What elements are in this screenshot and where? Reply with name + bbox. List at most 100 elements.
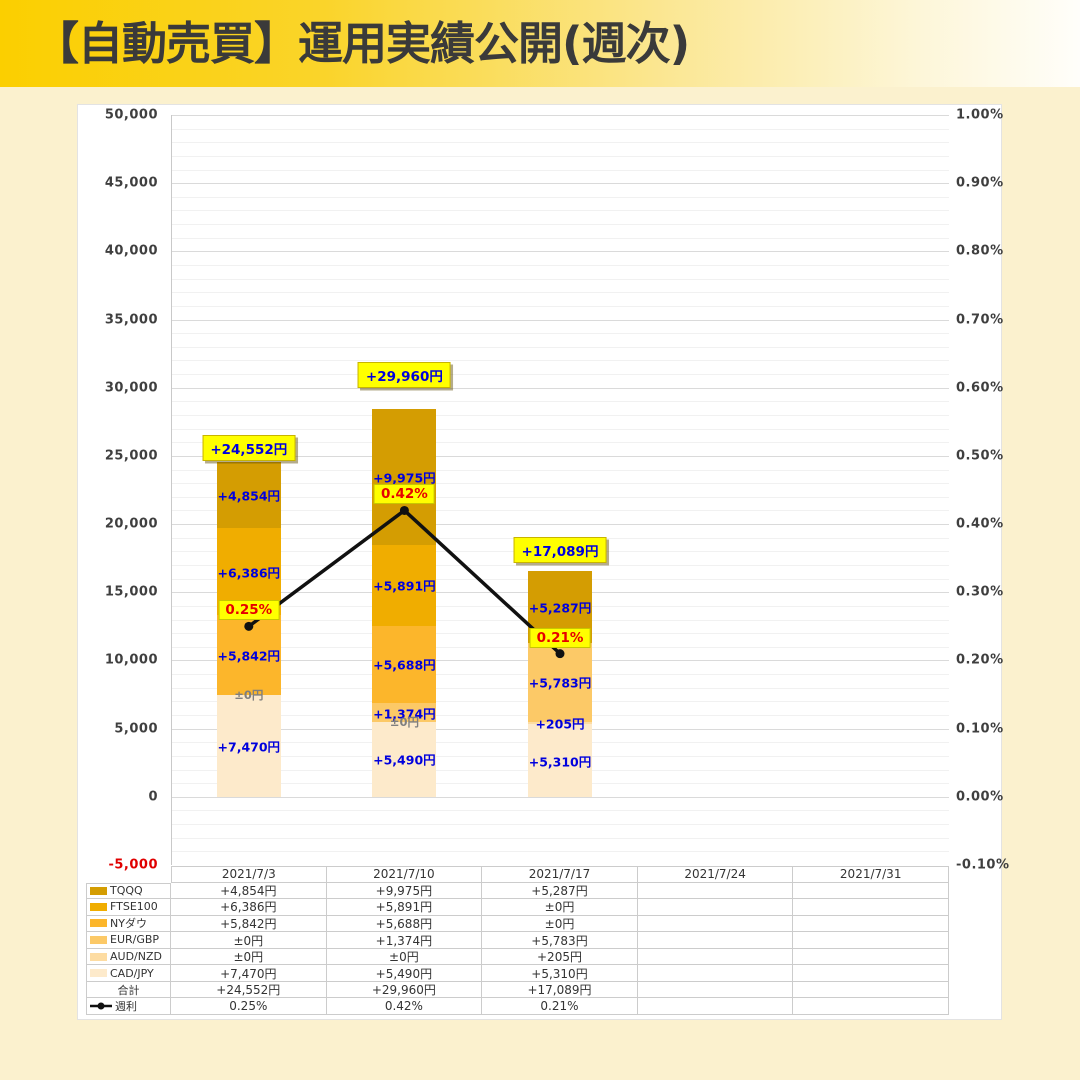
minor-gridline bbox=[171, 305, 949, 307]
minor-gridline bbox=[171, 155, 949, 157]
table-row-label-text: CAD/JPY bbox=[110, 966, 154, 980]
segment-value-label: +205円 bbox=[535, 716, 585, 732]
y-axis-tick-right: 0.10% bbox=[956, 721, 1004, 737]
y-axis-tick-left: 35,000 bbox=[104, 312, 158, 328]
minor-gridline bbox=[171, 360, 949, 362]
bar-segment-ny bbox=[372, 625, 437, 704]
table-value-cell bbox=[793, 948, 949, 966]
minor-gridline bbox=[171, 278, 949, 280]
y-axis-tick-left: 30,000 bbox=[104, 380, 158, 396]
minor-gridline bbox=[171, 824, 949, 826]
page-title: 【自動売買】運用実績公開(週次) bbox=[34, 17, 690, 70]
segment-value-label: +5,490円 bbox=[373, 752, 436, 768]
table-value-cell bbox=[793, 932, 949, 949]
y-axis-tick-left: 40,000 bbox=[104, 243, 158, 259]
table-value-cell: +5,891円 bbox=[326, 899, 483, 916]
segment-value-label: +1,374円 bbox=[373, 706, 436, 722]
table-value-cell: +4,854円 bbox=[171, 882, 327, 900]
y-axis-tick-left: 25,000 bbox=[104, 448, 158, 464]
weekly-rate-line bbox=[244, 505, 565, 659]
bar-segment-audnzd bbox=[528, 721, 592, 725]
segment-value-label: +4,854円 bbox=[217, 488, 281, 504]
major-gridline bbox=[171, 387, 949, 389]
segment-value-label: +5,688円 bbox=[373, 657, 436, 673]
minor-gridline bbox=[171, 210, 949, 212]
segment-value-label: +7,470円 bbox=[217, 739, 281, 755]
weekly-rate-label: 0.25% bbox=[218, 600, 280, 621]
table-value-cell: +5,842円 bbox=[171, 915, 327, 933]
table-value-cell: ±0円 bbox=[482, 915, 638, 933]
table-value-cell: +5,688円 bbox=[326, 915, 483, 933]
table-value-cell: ±0円 bbox=[482, 899, 638, 916]
major-gridline bbox=[171, 796, 949, 798]
y-axis-tick-right: 0.50% bbox=[956, 448, 1004, 464]
table-row-label: AUD/NZD bbox=[86, 948, 171, 966]
table-value-cell: +5,490円 bbox=[326, 965, 483, 982]
bar-segment-tqqq bbox=[372, 409, 437, 546]
table-value-cell bbox=[793, 915, 949, 933]
table-row-label-text: NYダウ bbox=[110, 917, 147, 931]
table-header-date: 2021/7/24 bbox=[637, 866, 794, 883]
minor-gridline bbox=[171, 442, 949, 444]
segment-value-label: +6,386円 bbox=[217, 565, 281, 581]
table-value-cell: ±0円 bbox=[326, 948, 483, 966]
table-value-cell: +29,960円 bbox=[326, 981, 483, 999]
table-row-label: CAD/JPY bbox=[86, 965, 171, 982]
major-gridline bbox=[171, 524, 949, 526]
y-axis-tick-left: 10,000 bbox=[104, 652, 158, 668]
table-row-label-text: 週利 bbox=[115, 1000, 137, 1014]
table-value-cell: +1,374円 bbox=[326, 932, 483, 949]
table-value-cell: 0.25% bbox=[171, 998, 327, 1015]
segment-value-label: +5,783円 bbox=[528, 675, 592, 691]
segment-value-label: +5,287円 bbox=[528, 600, 592, 616]
table-header-date: 2021/7/31 bbox=[793, 866, 949, 883]
table-value-cell bbox=[793, 981, 949, 999]
y-axis-tick-left: -5,000 bbox=[108, 857, 158, 873]
table-value-cell bbox=[793, 998, 949, 1015]
table-value-cell: +24,552円 bbox=[171, 981, 327, 999]
table-value-cell bbox=[637, 899, 794, 916]
bar-segment-eurgbp bbox=[372, 703, 437, 722]
table-value-cell bbox=[637, 948, 794, 966]
minor-gridline bbox=[171, 265, 949, 266]
minor-gridline bbox=[171, 224, 949, 226]
y-axis-tick-right: 1.00% bbox=[956, 107, 1004, 123]
bar-segment-cadjpy bbox=[372, 721, 437, 797]
minor-gridline bbox=[171, 142, 949, 144]
table-value-cell: 0.21% bbox=[482, 998, 638, 1015]
minor-gridline bbox=[171, 483, 949, 485]
major-gridline bbox=[171, 319, 949, 321]
legend-swatch bbox=[90, 969, 107, 978]
bar-segment-tqqq bbox=[216, 462, 281, 529]
table-value-cell: +5,287円 bbox=[482, 882, 638, 900]
segment-value-label: +5,310円 bbox=[528, 754, 592, 770]
table-row-label: 週利 bbox=[86, 998, 171, 1015]
legend-swatch bbox=[90, 952, 107, 961]
minor-gridline bbox=[171, 401, 949, 403]
y-axis-tick-left: 45,000 bbox=[104, 175, 158, 191]
major-gridline bbox=[171, 183, 949, 185]
y-axis-tick-left: 15,000 bbox=[104, 584, 158, 600]
weekly-rate-label: 0.21% bbox=[529, 627, 591, 648]
table-value-cell: +17,089円 bbox=[482, 981, 638, 999]
table-row-label-text: TQQQ bbox=[110, 884, 143, 898]
total-value-label: +29,960円 bbox=[357, 361, 451, 388]
minor-gridline bbox=[171, 851, 949, 853]
table-value-cell: ±0円 bbox=[171, 932, 327, 949]
total-value-label: +17,089円 bbox=[513, 537, 607, 564]
y-axis-tick-left: 50,000 bbox=[104, 107, 158, 123]
value-axis-line bbox=[171, 115, 172, 865]
y-axis-tick-right: 0.00% bbox=[956, 789, 1004, 805]
legend-swatch bbox=[90, 919, 107, 928]
minor-gridline bbox=[171, 196, 949, 198]
minor-gridline bbox=[171, 333, 949, 335]
weekly-rate-label: 0.42% bbox=[373, 484, 435, 505]
data-table: 2021/7/3 2021/7/10 2021/7/17 2021/7/24 2021/… bbox=[86, 866, 949, 1015]
table-value-cell bbox=[793, 965, 949, 982]
table-header-date: 2021/7/3 bbox=[171, 866, 327, 883]
segment-value-label: +5,891円 bbox=[373, 578, 436, 594]
line-marker bbox=[399, 505, 409, 515]
table-value-cell bbox=[637, 981, 794, 999]
table-value-cell bbox=[637, 965, 794, 982]
